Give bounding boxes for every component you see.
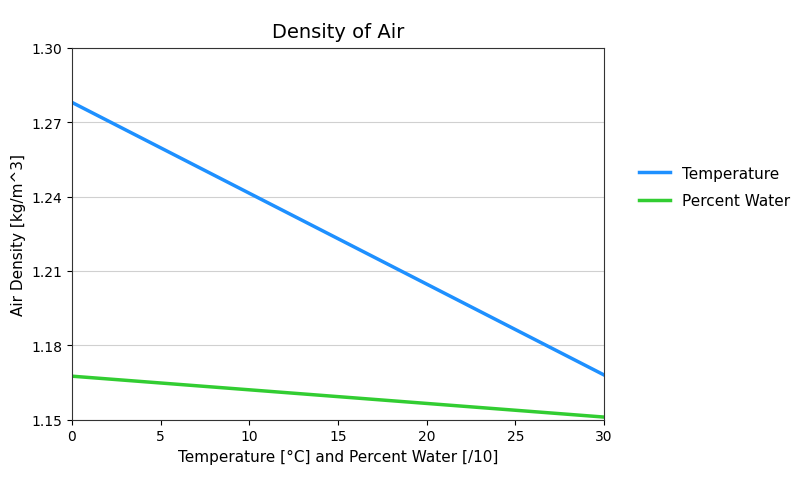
- Temperature: [382, 261, 392, 267]
- Line: Percent Water: Percent Water: [72, 376, 604, 417]
- Line: Temperature: Temperature: [72, 103, 604, 375]
- Percent Water: [69, 374, 78, 380]
- Temperature: [393, 267, 402, 273]
- Percent Water: [382, 398, 392, 404]
- Legend: Temperature, Percent Water: Temperature, Percent Water: [633, 160, 796, 215]
- Percent Water: [384, 398, 394, 404]
- Temperature: [599, 372, 609, 378]
- X-axis label: Temperature [°C] and Percent Water [/10]: Temperature [°C] and Percent Water [/10]: [178, 449, 498, 464]
- Percent Water: [393, 398, 402, 404]
- Percent Water: [515, 408, 525, 414]
- Temperature: [67, 100, 77, 106]
- Temperature: [69, 101, 78, 107]
- Percent Water: [550, 410, 559, 416]
- Temperature: [515, 329, 525, 335]
- Title: Density of Air: Density of Air: [272, 23, 404, 41]
- Temperature: [550, 347, 559, 353]
- Y-axis label: Air Density [kg/m^3]: Air Density [kg/m^3]: [10, 153, 26, 315]
- Percent Water: [599, 414, 609, 420]
- Temperature: [384, 262, 394, 268]
- Percent Water: [67, 373, 77, 379]
